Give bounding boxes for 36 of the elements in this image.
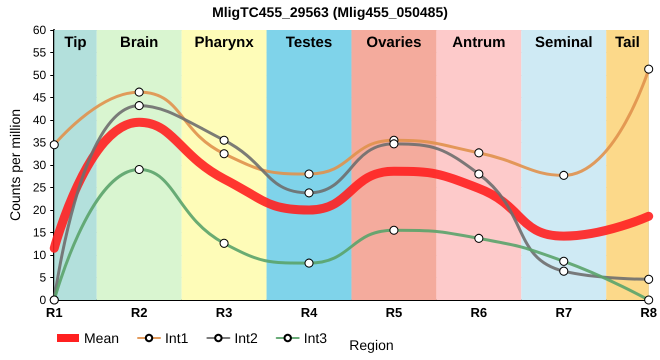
band-label: Tip: [64, 34, 87, 51]
x-tick-label: R5: [386, 305, 402, 320]
x-tick-label: R6: [470, 305, 488, 320]
x-tick-label: R4: [300, 305, 318, 320]
band-label: Tail: [615, 34, 640, 51]
x-tick-label: R2: [130, 305, 148, 320]
band-label: Testes: [286, 34, 332, 51]
y-tick-label: 50: [32, 68, 47, 82]
y-axis-title: Counts per million: [7, 108, 23, 222]
y-tick-label: 35: [32, 136, 47, 150]
x-tick-label: R1: [46, 305, 63, 320]
y-tick-label: 15: [32, 226, 47, 240]
y-tick-label: 5: [40, 270, 47, 284]
y-tick-label: 20: [32, 203, 47, 217]
x-tick-label: R8: [640, 305, 658, 320]
band-label: Brain: [120, 34, 158, 51]
legend-label: Int2: [234, 330, 258, 346]
y-tick-label: 0: [40, 293, 47, 307]
y-tick-label: 40: [32, 113, 47, 127]
legend-label: Mean: [84, 330, 120, 346]
band-label: Pharynx: [194, 34, 254, 51]
x-tick-label: R3: [216, 305, 232, 320]
band-label: Ovaries: [366, 34, 422, 51]
y-tick-label: 10: [32, 248, 47, 262]
y-tick-label: 55: [32, 46, 47, 60]
legend-label: Int1: [165, 330, 189, 346]
chart-title: MligTC455_29563 (Mlig455_050485): [212, 4, 448, 20]
y-tick-label: 45: [32, 90, 47, 104]
y-tick-label: 60: [32, 23, 47, 37]
y-tick-label: 30: [32, 158, 47, 172]
x-axis-title: Region: [349, 337, 394, 353]
band-label: Seminal: [535, 34, 593, 51]
x-tick-label: R7: [555, 305, 572, 320]
y-tick-label: 25: [32, 180, 47, 194]
legend-label: Int3: [304, 330, 328, 346]
band-label: Antrum: [452, 34, 506, 51]
